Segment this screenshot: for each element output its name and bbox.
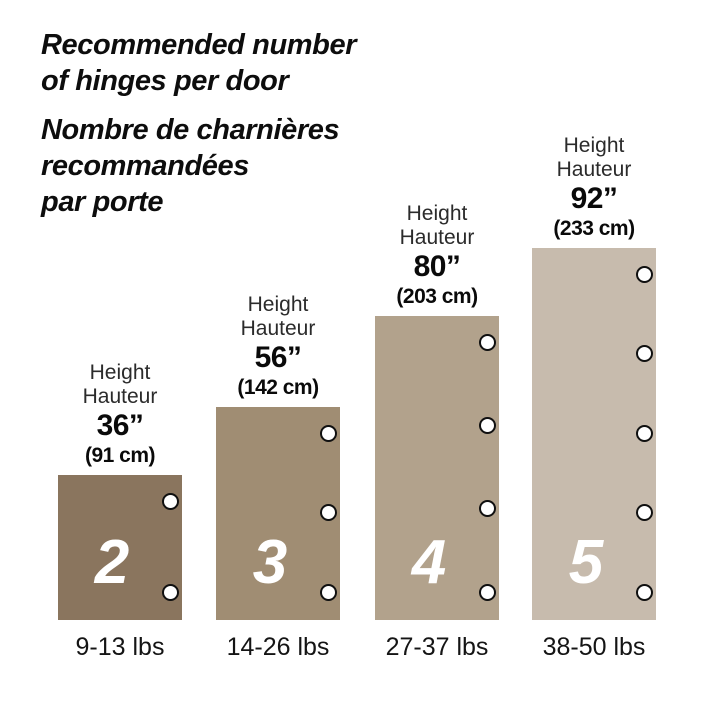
door-height-label-block: Height Hauteur 56” (142 cm): [188, 293, 368, 401]
title-french-line1: Nombre de charnières: [41, 114, 340, 146]
height-label-fr: Hauteur: [556, 158, 632, 181]
hinge-hole-icon: [320, 424, 337, 442]
title-french-line3: par porte: [41, 186, 164, 218]
weight-range-label: 27-37 lbs: [385, 633, 489, 661]
title-english-line1: Recommended number: [41, 29, 357, 61]
hinge-count: 4: [411, 528, 447, 597]
hinge-hole-icon: [320, 583, 337, 601]
door-height-cm: (233 cm): [553, 217, 635, 240]
title-english: Recommended number of hinges per door: [41, 27, 356, 99]
height-label-fr: Hauteur: [82, 385, 158, 408]
height-label-fr: Hauteur: [240, 317, 316, 340]
door-height-label-block: Height Hauteur 36” (91 cm): [30, 361, 210, 469]
hinge-hole-icon: [636, 583, 653, 601]
hinge-hole-icon: [479, 500, 496, 518]
hinge-hole-icon: [479, 333, 496, 351]
weight-range-label: 38-50 lbs: [542, 633, 646, 661]
door-bar: 2: [58, 475, 182, 620]
hinge-hole-icon: [320, 504, 337, 521]
weight-range-label: 14-26 lbs: [226, 633, 330, 661]
hinge-hole-icon: [162, 583, 179, 601]
hinge-hole-icon: [162, 492, 179, 510]
door-height-inches: 92”: [570, 182, 618, 215]
hinge-count: 2: [94, 528, 130, 597]
hinge-hole-icon: [479, 583, 496, 601]
height-label-en: Height: [406, 202, 468, 225]
door-height-label-block: Height Hauteur 80” (203 cm): [347, 202, 527, 310]
height-label-fr: Hauteur: [399, 226, 475, 249]
door-height-inches: 36”: [96, 409, 144, 442]
height-label-en: Height: [563, 134, 625, 157]
title-french: Nombre de charnières recommandées par po…: [41, 112, 340, 220]
door-height-cm: (91 cm): [84, 444, 156, 467]
door-height-inches: 56”: [254, 341, 302, 374]
hinge-hole-icon: [636, 424, 653, 442]
weight-range-label: 9-13 lbs: [75, 633, 165, 661]
height-label-en: Height: [247, 293, 309, 316]
hinge-hole-icon: [479, 416, 496, 434]
hinge-hole-icon: [636, 345, 653, 362]
hinge-hole-icon: [636, 265, 653, 283]
door-bar: 5: [532, 248, 656, 620]
door-height-label-block: Height Hauteur 92” (233 cm): [504, 134, 684, 242]
hinge-count: 5: [568, 528, 604, 597]
hinge-count: 3: [252, 528, 288, 597]
door-height-cm: (142 cm): [237, 376, 319, 399]
title-english-line2: of hinges per door: [41, 65, 289, 97]
height-label-en: Height: [89, 361, 151, 384]
door-height-inches: 80”: [413, 250, 461, 283]
title-french-line2: recommandées: [41, 150, 249, 182]
door-bar: 4: [375, 316, 499, 620]
door-height-cm: (203 cm): [396, 285, 478, 308]
door-bar: 3: [216, 407, 340, 620]
hinge-hole-icon: [636, 504, 653, 521]
